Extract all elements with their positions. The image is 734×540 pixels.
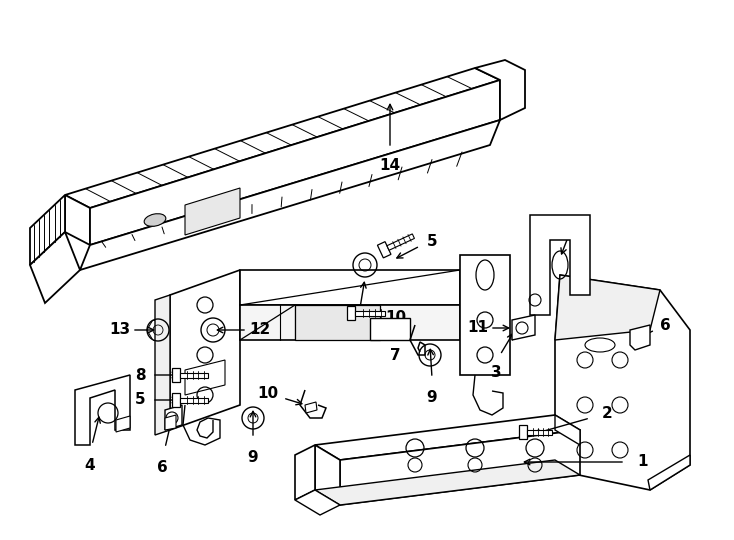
Text: 5: 5 [134,393,145,408]
Text: 14: 14 [379,158,401,173]
Text: 8: 8 [309,306,319,321]
Text: 10: 10 [258,386,279,401]
Polygon shape [377,242,391,258]
Polygon shape [165,415,176,430]
Text: 10: 10 [385,310,407,326]
Text: 8: 8 [134,368,145,382]
Polygon shape [172,368,180,382]
Text: 9: 9 [247,450,258,465]
Polygon shape [30,232,80,303]
Polygon shape [240,305,460,340]
Polygon shape [460,255,510,375]
Polygon shape [387,234,415,250]
Polygon shape [155,295,170,435]
Polygon shape [340,430,580,505]
Polygon shape [370,318,410,340]
Text: 4: 4 [84,458,95,473]
Text: 12: 12 [250,322,271,338]
Polygon shape [555,415,580,445]
Polygon shape [305,402,317,413]
Text: 12: 12 [347,315,368,330]
Text: 7: 7 [390,348,400,363]
Polygon shape [346,306,355,320]
Text: 6: 6 [660,318,671,333]
Text: 2: 2 [602,406,613,421]
Text: 5: 5 [426,234,437,249]
Ellipse shape [144,214,166,226]
Polygon shape [65,195,90,245]
Polygon shape [172,393,180,407]
Polygon shape [315,415,580,460]
Polygon shape [630,325,650,350]
Polygon shape [555,275,660,340]
Polygon shape [519,425,527,439]
Polygon shape [65,68,500,208]
Polygon shape [295,490,340,515]
Polygon shape [315,445,340,505]
Text: 11: 11 [468,321,489,335]
Polygon shape [90,80,500,245]
Polygon shape [512,315,535,340]
Text: 1: 1 [637,455,647,469]
Polygon shape [648,455,690,490]
Polygon shape [530,215,590,315]
Polygon shape [355,310,385,315]
Text: 6: 6 [156,460,167,475]
Polygon shape [555,275,690,490]
Polygon shape [185,188,240,235]
Polygon shape [80,120,500,270]
Text: 4: 4 [567,218,578,233]
Polygon shape [75,375,130,445]
Polygon shape [116,416,130,432]
Polygon shape [295,445,315,500]
Polygon shape [527,429,552,435]
Polygon shape [295,305,380,340]
Polygon shape [180,397,208,402]
Text: 13: 13 [109,322,131,338]
Polygon shape [30,195,65,265]
Polygon shape [165,405,182,430]
Polygon shape [475,60,525,120]
Text: 9: 9 [426,390,437,405]
Polygon shape [170,270,240,430]
Text: 3: 3 [491,365,501,380]
Polygon shape [315,460,580,505]
Polygon shape [180,373,208,377]
Polygon shape [240,270,460,305]
